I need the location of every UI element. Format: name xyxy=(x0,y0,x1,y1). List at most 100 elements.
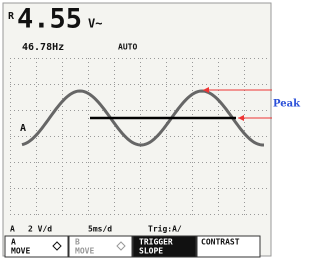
grid-dot xyxy=(150,84,151,85)
grid-dot xyxy=(244,70,245,71)
grid-dot xyxy=(230,136,231,137)
grid-dot xyxy=(10,114,11,115)
grid-dot xyxy=(70,162,71,163)
grid-dot xyxy=(88,190,89,191)
grid-dot xyxy=(38,136,39,137)
grid-dot xyxy=(114,114,115,115)
grid-dot xyxy=(242,84,243,85)
grid-dot xyxy=(218,114,219,115)
grid-dot xyxy=(226,214,227,215)
grid-dot xyxy=(192,190,193,191)
grid-dot xyxy=(250,58,251,59)
grid-dot xyxy=(38,188,39,189)
grid-dot xyxy=(218,146,219,147)
grid-dot xyxy=(230,188,231,189)
grid-dot xyxy=(114,188,115,189)
grid-dot xyxy=(10,190,11,191)
grid-dot xyxy=(78,58,79,59)
grid-dot xyxy=(190,84,191,85)
grid-dot xyxy=(62,90,63,91)
grid-dot xyxy=(114,202,115,203)
grid-dot xyxy=(244,130,245,131)
softkey-label: MOVE xyxy=(11,247,30,256)
grid-dot xyxy=(266,58,267,59)
grid-dot xyxy=(36,130,37,131)
grid-dot xyxy=(66,188,67,189)
grid-dot xyxy=(166,210,167,211)
grid-dot xyxy=(118,214,119,215)
grid-dot xyxy=(192,126,193,127)
grid-dot xyxy=(54,188,55,189)
grid-dot xyxy=(36,90,37,91)
grid-dot xyxy=(88,142,89,143)
grid-dot xyxy=(244,126,245,127)
grid-dot xyxy=(36,214,37,215)
grid-dot xyxy=(166,138,167,139)
grid-dot xyxy=(218,166,219,167)
grid-dot xyxy=(234,188,235,189)
grid-dot xyxy=(262,188,263,189)
grid-dot xyxy=(214,58,215,59)
grid-dot xyxy=(192,170,193,171)
grid-dot xyxy=(88,134,89,135)
grid-dot xyxy=(118,188,119,189)
grid-dot xyxy=(186,214,187,215)
grid-dot xyxy=(206,214,207,215)
grid-dot xyxy=(140,90,141,91)
grid-dot xyxy=(62,150,63,151)
grid-dot xyxy=(218,150,219,151)
grid-dot xyxy=(140,214,141,215)
grid-dot xyxy=(166,142,167,143)
grid-dot xyxy=(244,162,245,163)
grid-dot xyxy=(102,162,103,163)
grid-dot xyxy=(258,58,259,59)
grid-dot xyxy=(114,154,115,155)
grid-dot xyxy=(218,70,219,71)
grid-dot xyxy=(182,162,183,163)
grid-dot xyxy=(88,98,89,99)
grid-dot xyxy=(192,182,193,183)
grid-dot xyxy=(36,162,37,163)
grid-dot xyxy=(140,162,141,163)
grid-dot xyxy=(94,136,95,137)
grid-dot xyxy=(114,70,115,71)
grid-dot xyxy=(62,178,63,179)
grid-dot xyxy=(30,136,31,137)
grid-dot xyxy=(230,214,231,215)
grid-dot xyxy=(234,110,235,111)
grid-dot xyxy=(140,174,141,175)
grid-dot xyxy=(134,136,135,137)
grid-dot xyxy=(166,66,167,67)
grid-dot xyxy=(36,114,37,115)
grid-dot xyxy=(10,186,11,187)
grid-dot xyxy=(78,214,79,215)
grid-dot xyxy=(18,110,19,111)
grid-dot xyxy=(26,214,27,215)
grid-dot xyxy=(10,154,11,155)
grid-dot xyxy=(266,188,267,189)
grid-dot xyxy=(30,110,31,111)
grid-dot xyxy=(78,110,79,111)
grid-dot xyxy=(166,84,167,85)
grid-dot xyxy=(140,58,141,59)
grid-dot xyxy=(242,188,243,189)
grid-dot xyxy=(242,110,243,111)
grid-dot xyxy=(242,214,243,215)
time-per-div: 5ms/d xyxy=(88,225,112,234)
grid-dot xyxy=(218,134,219,135)
grid-dot xyxy=(192,134,193,135)
grid-dot xyxy=(166,114,167,115)
grid-dot xyxy=(46,188,47,189)
grid-dot xyxy=(162,162,163,163)
grid-dot xyxy=(244,62,245,63)
grid-dot xyxy=(166,162,167,163)
grid-dot xyxy=(86,214,87,215)
grid-dot xyxy=(182,110,183,111)
grid-dot xyxy=(26,136,27,137)
grid-dot xyxy=(266,110,267,111)
grid-dot xyxy=(222,84,223,85)
grid-dot xyxy=(46,162,47,163)
grid-dot xyxy=(114,194,115,195)
grid-dot xyxy=(10,74,11,75)
grid-dot xyxy=(106,162,107,163)
